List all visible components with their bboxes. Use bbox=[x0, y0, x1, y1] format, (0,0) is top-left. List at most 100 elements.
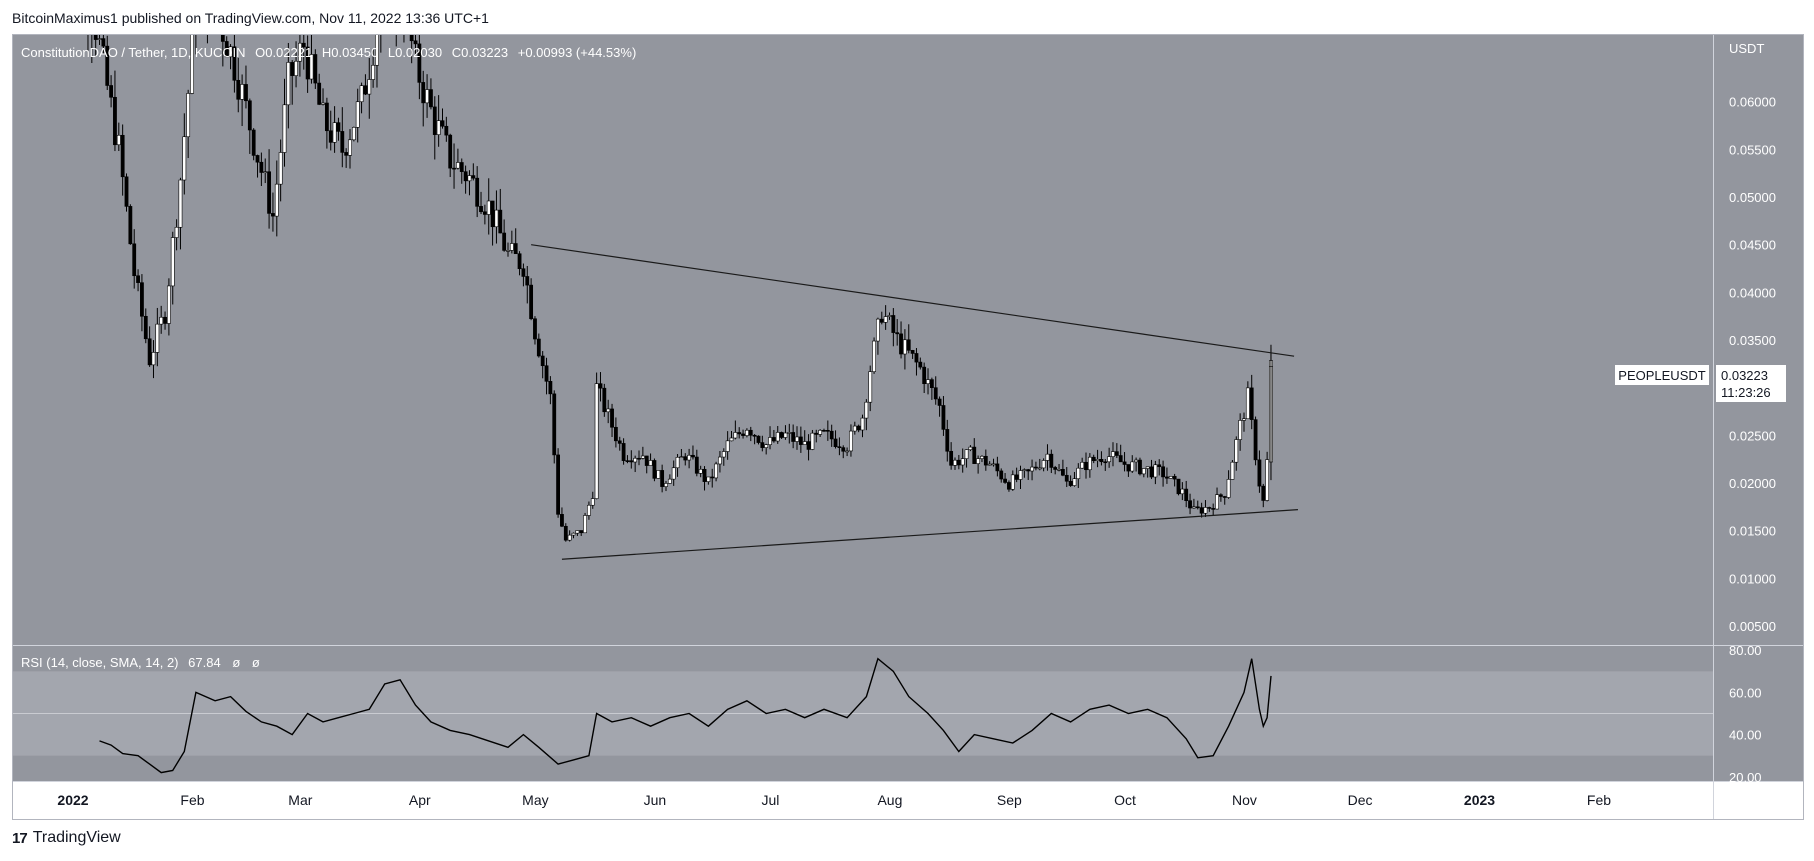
candle-body bbox=[926, 379, 930, 385]
price-tick-label: 0.04000 bbox=[1729, 285, 1776, 300]
price-chart[interactable]: ConstitutionDAO / Tether, 1D, KUCOIN O 0.… bbox=[13, 35, 1803, 819]
candle-body bbox=[301, 42, 306, 48]
candle-body bbox=[575, 530, 580, 534]
candle-body bbox=[1207, 507, 1212, 509]
rsi-tick-label: 80.00 bbox=[1729, 643, 1762, 658]
price-tick-label: 0.01500 bbox=[1729, 524, 1776, 539]
candle-body bbox=[1234, 439, 1239, 463]
candle-body bbox=[671, 467, 676, 480]
candle-body bbox=[97, 38, 102, 40]
candle-body bbox=[590, 498, 595, 506]
candle-body bbox=[918, 361, 923, 368]
candle-body bbox=[644, 455, 649, 466]
candle-body bbox=[355, 101, 360, 128]
candle-body bbox=[1030, 466, 1034, 472]
candle-body bbox=[956, 459, 961, 466]
candle-body bbox=[232, 46, 237, 81]
candle-body bbox=[656, 470, 661, 479]
candle-body bbox=[914, 353, 919, 363]
candle-body bbox=[128, 206, 133, 245]
candle-body bbox=[290, 62, 295, 76]
candle-body bbox=[1076, 467, 1081, 479]
candle-body bbox=[363, 85, 368, 95]
candle-body bbox=[810, 432, 815, 450]
legend-symbol: ConstitutionDAO / Tether, 1D, KUCOIN bbox=[21, 45, 245, 60]
candle-body bbox=[964, 449, 969, 459]
chart-frame[interactable]: ConstitutionDAO / Tether, 1D, KUCOIN O 0.… bbox=[12, 34, 1804, 820]
candle-body bbox=[667, 478, 672, 484]
candle-body bbox=[475, 177, 480, 207]
candle-body bbox=[806, 441, 811, 450]
candle-body bbox=[694, 456, 699, 474]
candle-body bbox=[348, 139, 352, 156]
candle-body bbox=[224, 41, 229, 58]
candle-body bbox=[321, 102, 325, 105]
candle-body bbox=[328, 130, 333, 143]
candle-body bbox=[1068, 480, 1073, 486]
candle-body bbox=[787, 432, 792, 434]
candle-body bbox=[417, 43, 422, 83]
candle-body bbox=[1045, 453, 1050, 461]
time-tick-label: 2023 bbox=[1464, 792, 1495, 808]
candle-body bbox=[155, 323, 160, 353]
candle-body bbox=[132, 243, 137, 277]
candle-body bbox=[506, 250, 510, 252]
candle-body bbox=[660, 470, 665, 487]
time-tick-label: Jul bbox=[762, 792, 780, 808]
price-tick-label: 0.06000 bbox=[1729, 95, 1776, 110]
candle-body bbox=[718, 456, 722, 465]
candle-body bbox=[725, 440, 730, 452]
candle-body bbox=[1064, 474, 1069, 482]
candle-body bbox=[413, 40, 418, 45]
candle-body bbox=[1103, 461, 1108, 464]
candle-body bbox=[929, 379, 934, 388]
candle-body bbox=[972, 446, 977, 464]
candle-body bbox=[1249, 387, 1254, 420]
candle-body bbox=[1141, 468, 1146, 475]
candle-body bbox=[856, 425, 861, 431]
candle-body bbox=[895, 332, 900, 335]
candle-body bbox=[1099, 459, 1104, 463]
candle-body bbox=[945, 429, 950, 452]
candle-body bbox=[1080, 461, 1085, 469]
time-tick-label: Oct bbox=[1114, 792, 1136, 808]
candle-body bbox=[190, 35, 194, 94]
candle-body bbox=[1153, 464, 1158, 478]
time-axis-bg[interactable] bbox=[13, 782, 1713, 819]
candle-body bbox=[1195, 506, 1200, 509]
candle-body bbox=[714, 463, 718, 479]
candle-body bbox=[116, 134, 121, 146]
price-tick-label: 0.01000 bbox=[1729, 571, 1776, 586]
candle-body bbox=[425, 89, 429, 104]
time-tick-label: Nov bbox=[1232, 792, 1257, 808]
footer-brand[interactable]: 17 TradingView bbox=[12, 829, 121, 847]
candle-body bbox=[837, 446, 842, 448]
candle-body bbox=[683, 456, 688, 461]
candle-body bbox=[429, 89, 433, 108]
candle-body bbox=[1215, 494, 1219, 510]
rsi-line bbox=[99, 657, 1272, 774]
price-tick-label: 0.02000 bbox=[1729, 476, 1776, 491]
price-tag-value-box bbox=[1716, 365, 1786, 402]
candle-body bbox=[140, 282, 144, 317]
legend-low-value: 0.02030 bbox=[395, 45, 442, 60]
candle-body bbox=[721, 451, 726, 458]
candle-body bbox=[1138, 459, 1142, 475]
candle-body bbox=[987, 463, 992, 466]
candle-body bbox=[147, 338, 152, 366]
candle-body bbox=[1199, 507, 1204, 514]
legend-open-label: O bbox=[255, 45, 265, 60]
time-tick-label: Jun bbox=[644, 792, 667, 808]
candle-body bbox=[1230, 461, 1235, 480]
candle-body bbox=[825, 430, 830, 432]
candle-body bbox=[1265, 459, 1270, 501]
rsi-tick-labels: 80.00 60.00 40.00 20.00 bbox=[1729, 643, 1762, 785]
candles-layer bbox=[87, 35, 1273, 542]
price-tag: PEOPLEUSDT 0.03223 11:23:26 bbox=[1615, 365, 1786, 402]
legend-change: +0.00993 (+44.53%) bbox=[518, 45, 637, 60]
candle-body bbox=[336, 122, 341, 132]
candle-body bbox=[868, 371, 873, 403]
price-tick-label: 0.03500 bbox=[1729, 333, 1776, 348]
price-axis-bg[interactable] bbox=[1714, 35, 1803, 781]
candle-body bbox=[274, 183, 279, 217]
